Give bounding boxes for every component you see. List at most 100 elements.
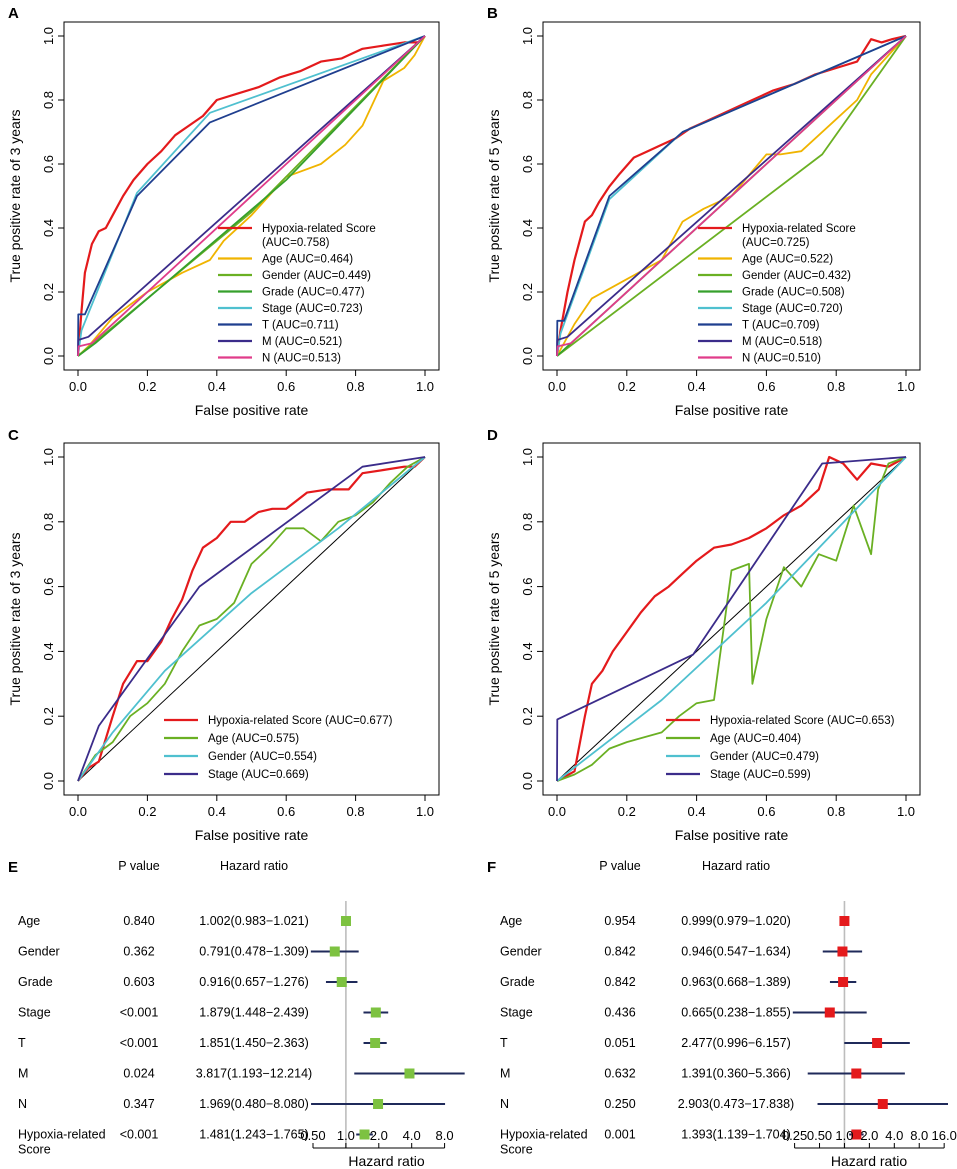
x-tick-label: 16.0 (932, 1128, 957, 1143)
roc-curve-age (556, 456, 907, 782)
x-tick-label: 1.0 (337, 1128, 355, 1143)
legend-auc: (AUC=0.477) (297, 287, 365, 299)
x-tick-label: 0.8 (827, 379, 845, 394)
y-tick-label: 0.0 (41, 772, 56, 790)
legend-label-n: N (AUC=0.513) (262, 353, 341, 365)
row-hazard-ratio-t: 2.477(0.996−6.157) (681, 1036, 790, 1050)
plot-frame (542, 442, 921, 796)
hr-point-t (370, 1038, 381, 1048)
row-p-value-stage: <0.001 (120, 1006, 159, 1020)
legend-label-stage: Stage (AUC=0.599) (710, 769, 811, 781)
legend-label-stage: Stage (AUC=0.720) (742, 303, 843, 315)
x-tick-label: 8.0 (436, 1128, 454, 1143)
row-hazard-ratio-age: 1.002(0.983−1.021) (199, 914, 308, 928)
x-tick-label: 1.0 (897, 804, 915, 819)
legend-auc: (AUC=0.521) (275, 336, 343, 348)
legend-label-age: Age (AUC=0.464) (262, 254, 353, 266)
y-tick-label: 0.2 (41, 707, 56, 725)
y-tick-label: 0.2 (520, 707, 535, 725)
hr-point-age (839, 916, 850, 926)
legend-name: Grade (742, 287, 777, 299)
legend-auc-hypoxia-related-score: (AUC=0.758) (262, 237, 330, 249)
row-p-value-grade: 0.842 (604, 975, 635, 989)
legend-name: Age (262, 254, 286, 266)
y-tick-label: 0.6 (520, 578, 535, 596)
hr-point-gender (329, 946, 340, 957)
roc-curve-t (77, 35, 426, 357)
roc-curve-stage (77, 456, 426, 782)
hr-point-gender (837, 946, 848, 957)
legend-name: Stage (262, 303, 295, 315)
x-tick-label: 0.0 (548, 379, 566, 394)
panel-e-forest: E P value Hazard ratio Age 0.840 1.002(0.983−… (8, 859, 465, 1169)
legend-label-hypoxia-related-score: Hypoxia-related Score (742, 223, 856, 235)
legend-auc: (AUC=0.554) (250, 751, 318, 763)
row-hazard-ratio-m: 3.817(1.193−12.214) (196, 1067, 312, 1081)
row-p-value-t: 0.051 (604, 1036, 635, 1050)
panel-letter-c: C (8, 427, 19, 444)
legend-auc: (AUC=0.669) (241, 769, 309, 781)
legend-auc: (AUC=0.449) (304, 270, 372, 282)
row-p-value-stage: 0.436 (604, 1006, 635, 1020)
legend-name: Age (208, 733, 232, 745)
roc-curve-gender (77, 456, 426, 782)
column-header-hazard-ratio: Hazard ratio (220, 859, 288, 873)
legend-name: T (742, 320, 752, 332)
panel-letter-d: D (487, 427, 498, 444)
row-hazard-ratio-m: 1.391(0.360−5.366) (681, 1067, 790, 1081)
legend-name: Hypoxia-related Score (710, 715, 827, 727)
row-p-value-m: 0.024 (123, 1067, 154, 1081)
x-tick-label: 0.8 (347, 379, 365, 394)
roc-curve-age (77, 456, 426, 782)
legend-auc: (AUC=0.508) (777, 287, 845, 299)
y-tick-label: 1.0 (520, 27, 535, 45)
row-label-m: M (500, 1067, 510, 1081)
panel-letter-b: B (487, 5, 498, 22)
row-p-value-t: <0.001 (120, 1036, 159, 1050)
hr-point-n (877, 1099, 888, 1109)
x-tick-label: 0.50 (300, 1128, 325, 1143)
legend-auc: (AUC=0.599) (743, 769, 811, 781)
y-axis-label: True positive rate of 5 years (486, 109, 502, 282)
plot-frame (63, 21, 440, 371)
legend-name: M (262, 336, 275, 348)
x-tick-label: 0.0 (69, 379, 87, 394)
x-axis-label: False positive rate (675, 402, 789, 418)
y-tick-label: 0.8 (520, 513, 535, 531)
x-axis-label: Hazard ratio (348, 1153, 424, 1169)
hr-point-m (851, 1068, 862, 1079)
legend-auc: (AUC=0.432) (784, 270, 852, 282)
legend-label-gender: Gender (AUC=0.479) (710, 751, 819, 763)
legend-name: N (262, 353, 274, 365)
x-tick-label: 0.6 (757, 804, 775, 819)
row-p-value-n: 0.250 (604, 1097, 635, 1111)
legend-auc: (AUC=0.723) (295, 303, 363, 315)
y-tick-label: 1.0 (41, 448, 56, 466)
legend-label-m: M (AUC=0.518) (742, 336, 822, 348)
plot-frame (63, 442, 440, 796)
legend-label-t: T (AUC=0.709) (742, 320, 820, 332)
y-tick-label: 0.8 (520, 91, 535, 109)
legend-auc: (AUC=0.720) (775, 303, 843, 315)
row-hazard-ratio-grade: 0.916(0.657−1.276) (199, 975, 308, 989)
hr-point-t (872, 1038, 883, 1048)
x-tick-label: 4.0 (885, 1128, 903, 1143)
row-hazard-ratio-stage: 1.879(1.448−2.439) (199, 1006, 308, 1020)
roc-curve-hypoxia-related-score (556, 455, 907, 782)
x-tick-label: 1.0 (416, 804, 434, 819)
legend-label-stage: Stage (AUC=0.723) (262, 303, 363, 315)
legend-label-n: N (AUC=0.510) (742, 353, 821, 365)
row-hazard-ratio-n: 1.969(0.480−8.080) (199, 1097, 308, 1111)
reference-diagonal (77, 456, 426, 782)
y-tick-label: 0.2 (41, 283, 56, 301)
legend-label-age: Age (AUC=0.404) (710, 733, 801, 745)
y-tick-label: 0.6 (41, 155, 56, 173)
legend-label-t: T (AUC=0.711) (262, 320, 339, 332)
x-tick-label: 0.25 (782, 1128, 807, 1143)
legend-name: Gender (742, 270, 784, 282)
row-p-value-age: 0.840 (123, 914, 154, 928)
legend-label-hypoxia-related-score: Hypoxia-related Score (262, 223, 376, 235)
row-hazard-ratio-stage: 0.665(0.238−1.855) (681, 1006, 790, 1020)
roc-curve-gender (556, 456, 907, 782)
